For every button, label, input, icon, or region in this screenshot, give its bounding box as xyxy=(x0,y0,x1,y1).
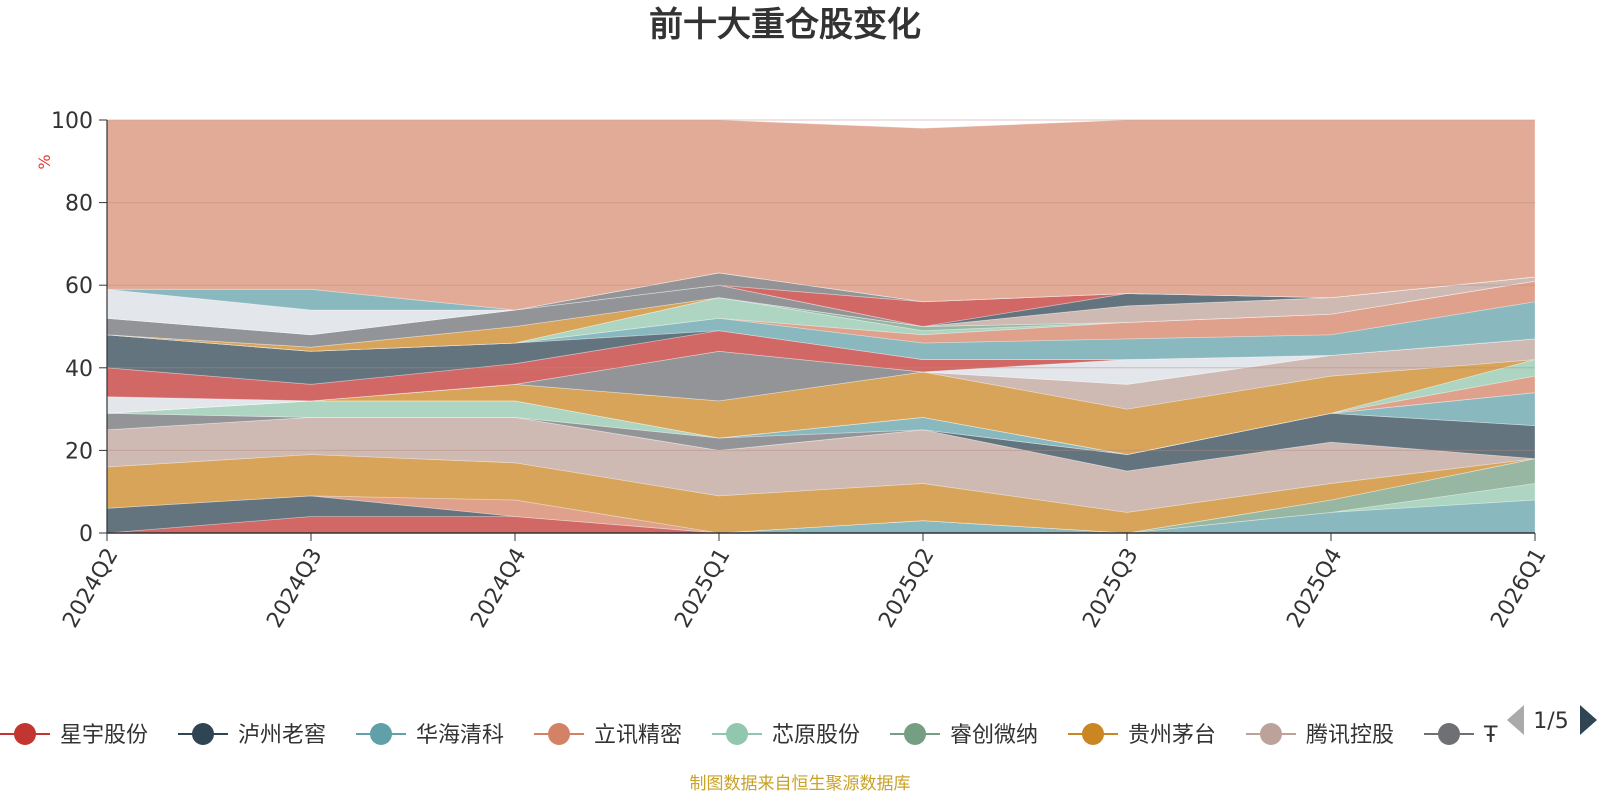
x-tick-label: 2026Q1 xyxy=(1486,544,1551,632)
area-band-25 xyxy=(106,276,1536,348)
x-tick-label: 2024Q2 xyxy=(58,544,123,632)
legend-label: 泸州老窖 xyxy=(238,723,326,748)
legend-marker-icon xyxy=(904,723,926,745)
x-tick-label: 2025Q3 xyxy=(1078,544,1143,632)
legend-item[interactable]: Ŧ xyxy=(1424,723,1498,748)
legend-marker-icon xyxy=(548,723,570,745)
y-tick-label: 80 xyxy=(65,192,93,217)
x-tick-label: 2025Q1 xyxy=(670,544,735,632)
x-tick-label: 2025Q2 xyxy=(874,544,939,632)
legend-item[interactable]: 睿创微纳 xyxy=(890,723,1038,748)
legend-marker-icon xyxy=(1438,723,1460,745)
area-band-32 xyxy=(106,119,1536,311)
legend-marker-icon xyxy=(14,723,36,745)
area-band-21 xyxy=(106,280,1536,352)
legend-item[interactable]: 泸州老窖 xyxy=(178,723,326,748)
legend-marker-icon xyxy=(370,723,392,745)
area-band-7 xyxy=(106,416,1536,513)
legend-marker-icon xyxy=(1260,723,1282,745)
x-tick-label: 2024Q3 xyxy=(262,544,327,632)
legend-label: 贵州茅台 xyxy=(1128,723,1216,748)
legend-label: 芯原股份 xyxy=(772,723,860,748)
y-tick-label: 0 xyxy=(79,522,93,547)
legend-page-indicator: 1/5 xyxy=(1533,709,1568,734)
legend-label: 华海清科 xyxy=(416,723,504,748)
y-tick-label: 60 xyxy=(65,274,93,299)
legend-marker-icon xyxy=(1082,723,1104,745)
legend-item[interactable]: 芯原股份 xyxy=(712,723,860,748)
y-axis-unit-label: % xyxy=(35,154,54,169)
y-tick-label: 100 xyxy=(51,109,93,134)
legend-label: 腾讯控股 xyxy=(1306,723,1394,748)
legend-item[interactable]: 华海清科 xyxy=(356,723,504,748)
legend-marker-icon xyxy=(192,723,214,745)
prev-page-icon[interactable] xyxy=(1507,705,1524,735)
area-bands xyxy=(106,119,1536,534)
legend-item[interactable]: 立讯精密 xyxy=(534,723,682,748)
chart-title: 前十大重仓股变化 xyxy=(649,5,921,45)
next-page-icon[interactable] xyxy=(1580,705,1597,735)
x-tick-label: 2025Q4 xyxy=(1282,544,1347,632)
legend-item[interactable]: 贵州茅台 xyxy=(1068,723,1216,748)
x-tick-label: 2024Q4 xyxy=(466,544,531,632)
legend-pager: 1/5 xyxy=(1507,705,1597,735)
legend-label: 星宇股份 xyxy=(60,723,148,748)
gridlines xyxy=(107,119,1535,451)
legend-label: Ŧ xyxy=(1483,723,1498,748)
y-tick-label: 20 xyxy=(65,439,93,464)
legend-item[interactable]: 腾讯控股 xyxy=(1246,723,1394,748)
y-tick-label: 40 xyxy=(65,357,93,382)
data-source-note: 制图数据来自恒生聚源数据库 xyxy=(690,774,911,794)
x-axis-ticks: 2024Q2 2024Q3 2024Q4 2025Q1 2025Q2 2025Q3 2025… xyxy=(58,533,1552,632)
legend-label: 立讯精密 xyxy=(594,723,682,748)
legend: 星宇股份 泸州老窖 华海清科 立讯精密 芯原股份 睿创微纳 贵州茅台 腾讯控股 Ŧ xyxy=(0,723,1498,748)
area-band-20 xyxy=(106,301,1536,360)
y-axis-ticks: 0 20 40 60 80 100 xyxy=(51,109,107,547)
area-band-8 xyxy=(106,412,1536,472)
legend-item[interactable]: 星宇股份 xyxy=(0,723,148,748)
legend-label: 睿创微纳 xyxy=(950,723,1038,748)
axes xyxy=(106,120,1535,534)
legend-marker-icon xyxy=(726,723,748,745)
